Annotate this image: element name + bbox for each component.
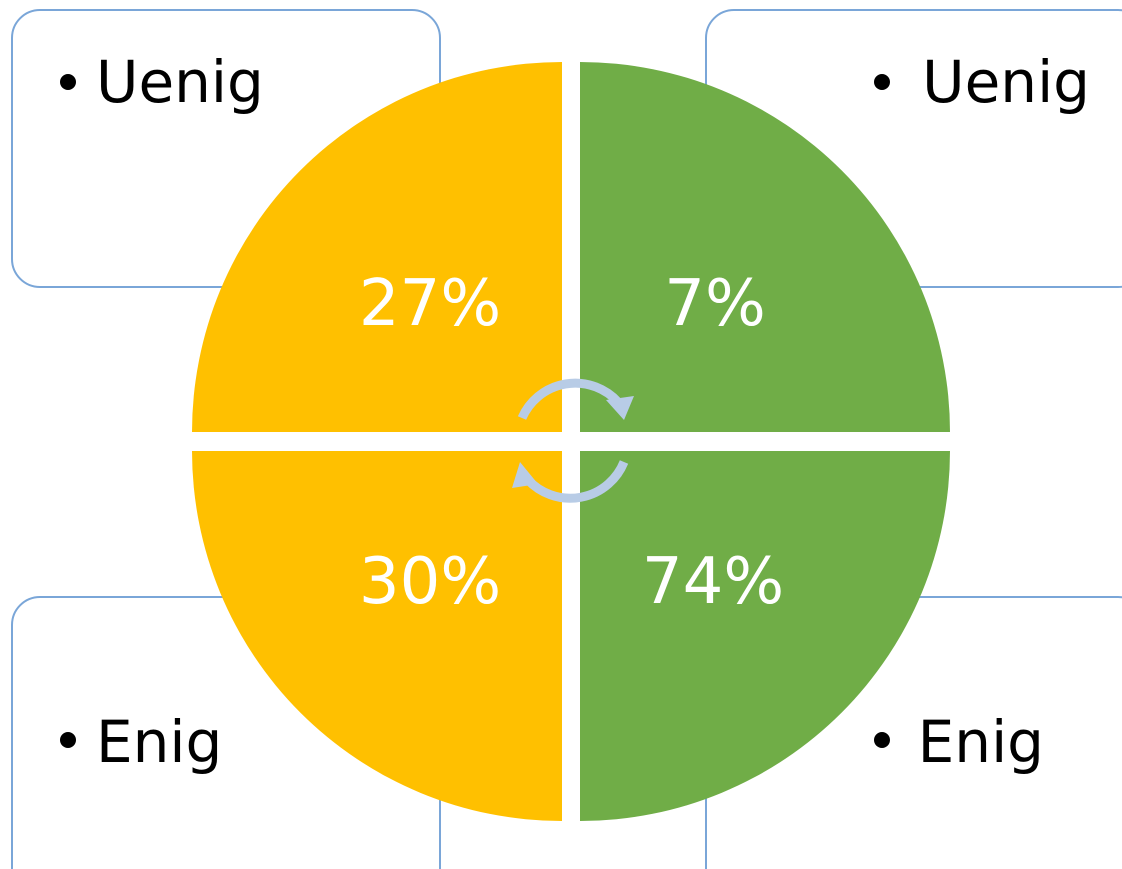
- bullet: [874, 74, 890, 90]
- bullet: [874, 732, 890, 748]
- quadrant: [580, 451, 950, 821]
- quadrant-label: 27%: [359, 267, 501, 341]
- box-label: Enig: [96, 708, 222, 776]
- quadrant: [192, 451, 562, 821]
- arrow-head: [606, 396, 634, 420]
- quadrant: [192, 62, 562, 432]
- box-label: Enig: [918, 708, 1044, 776]
- quadrant-label: 7%: [664, 267, 766, 341]
- cycle-arrow: [517, 378, 622, 420]
- bullet: [60, 732, 76, 748]
- bullet: [60, 74, 76, 90]
- box-label: Uenig: [922, 48, 1090, 116]
- quadrant: [580, 62, 950, 432]
- box-label: Uenig: [96, 48, 264, 116]
- arrow-head: [512, 462, 538, 488]
- cycle-arrow: [524, 460, 629, 503]
- quadrant-label: 74%: [642, 545, 784, 619]
- quadrant-label: 30%: [359, 545, 501, 619]
